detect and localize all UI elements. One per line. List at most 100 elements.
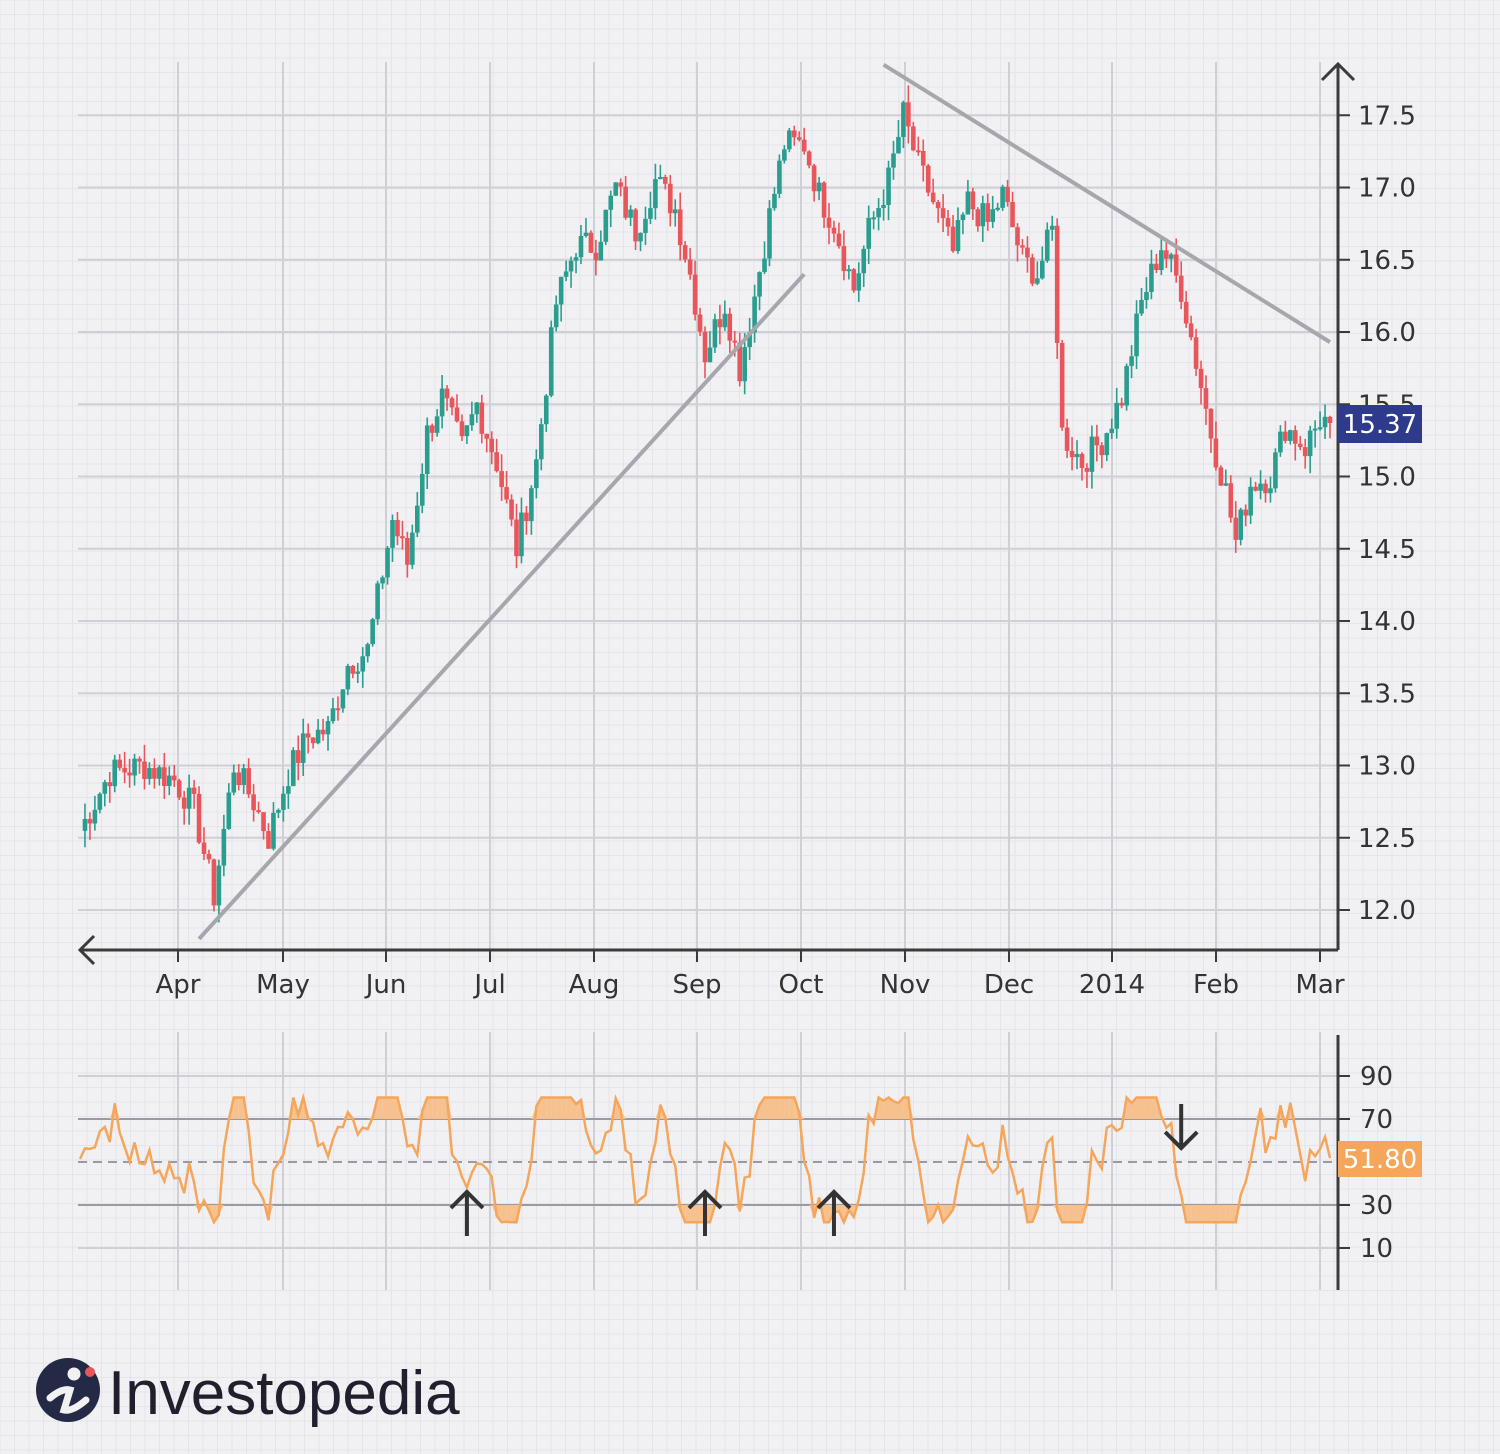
investopedia-i-logo-icon (36, 1358, 100, 1422)
oscillator-zone-fill (496, 1205, 502, 1223)
oscillator-zone-fill (556, 1097, 562, 1119)
oscillator-tick-label: 10 (1360, 1234, 1393, 1264)
candle-body (474, 402, 480, 415)
candle-body (623, 186, 628, 218)
last-price-badge: 15.37 (1338, 405, 1422, 443)
candle-body (251, 794, 256, 811)
candle-body (1015, 227, 1020, 246)
candle-body (281, 793, 286, 810)
month-tick-label: Mar (1295, 970, 1344, 1000)
candle-body (1129, 356, 1134, 366)
candle-body (166, 775, 172, 787)
price-tick-label: 15.0 (1358, 463, 1416, 493)
oscillator-zone-fill (1077, 1205, 1082, 1223)
candle-body (955, 220, 961, 252)
candle-body (960, 214, 966, 221)
candle-body (578, 235, 584, 258)
candle-body (1173, 254, 1179, 276)
candle-body (419, 474, 425, 506)
price-tick-label: 14.5 (1358, 535, 1416, 565)
month-tick-label: Nov (880, 970, 931, 1000)
candle-body (950, 226, 956, 252)
candle-body (563, 271, 569, 277)
oscillator-zone-fill (1062, 1205, 1068, 1223)
candle-body (593, 252, 599, 261)
candle-body (667, 183, 673, 214)
candle-body (246, 768, 251, 795)
candle-body (395, 519, 400, 537)
candle-body (915, 150, 921, 153)
candle-body (965, 191, 971, 215)
candle-body (1020, 245, 1025, 248)
time-axis-arrow-icon (77, 934, 96, 966)
candle-body (861, 248, 867, 274)
candle-body (1124, 365, 1129, 406)
candle-body (1069, 450, 1075, 458)
sell-signal-arrow-icon (1163, 1104, 1199, 1151)
candle-body (648, 208, 653, 219)
oscillator-zone-fill (1196, 1205, 1202, 1223)
oscillator-tick-label: 70 (1360, 1105, 1393, 1135)
oscillator-zone-fill (561, 1097, 567, 1119)
oscillator-zone-fill (238, 1097, 244, 1119)
candle-body (573, 257, 579, 261)
candle-body (777, 160, 782, 194)
candle-body (1000, 186, 1005, 208)
candle-body (132, 758, 137, 776)
candle-body (424, 425, 430, 475)
candle-body (504, 487, 509, 500)
candle-body (330, 708, 336, 722)
candle-body (672, 209, 678, 214)
candle-body (1297, 443, 1303, 448)
candle-body (489, 438, 495, 453)
candle-body (266, 831, 271, 849)
candle-body (1327, 416, 1333, 424)
oscillator-zone-fill (437, 1097, 443, 1119)
candle-body (509, 499, 514, 520)
candle-body (742, 347, 747, 382)
candle-body (920, 150, 926, 166)
candle-body (677, 209, 683, 246)
candle-body (633, 209, 638, 242)
oscillator-value-badge: 51.80 (1338, 1141, 1422, 1177)
month-tick-label: 2014 (1079, 970, 1145, 1000)
candle-body (315, 729, 321, 744)
candle-body (643, 218, 648, 233)
candle-body (806, 151, 812, 166)
candle-body (638, 232, 643, 242)
candle-body (1010, 202, 1015, 228)
candle-body (241, 768, 246, 786)
candle-body (1273, 452, 1278, 489)
candle-body (811, 165, 817, 192)
candle-body (385, 547, 390, 578)
candle-body (290, 750, 296, 787)
oscillator-zone-fill (1225, 1205, 1231, 1223)
candle-body (479, 402, 485, 434)
candle-body (1154, 263, 1159, 270)
candle-body (494, 452, 499, 472)
oscillator-zone-fill (888, 1097, 894, 1119)
oscillator-zone-fill (1205, 1205, 1211, 1223)
candle-body (87, 818, 93, 824)
candle-body (375, 583, 380, 620)
oscillator-zone-fill (1191, 1205, 1197, 1223)
candle-body (772, 193, 777, 209)
oscillator-zone-fill (511, 1205, 517, 1223)
candle-body (380, 577, 385, 584)
candle-body (598, 241, 604, 261)
candle-body (271, 812, 276, 849)
candle-body (608, 195, 614, 210)
candle-body (112, 759, 118, 787)
candle-body (157, 767, 162, 779)
candle-body (1134, 313, 1139, 357)
candle-body (603, 209, 609, 242)
month-gridlines (177, 62, 1321, 950)
price-tick-label: 17.0 (1358, 174, 1416, 204)
candle-body (558, 276, 564, 305)
candle-body (226, 792, 232, 829)
candle-body (469, 414, 475, 426)
candle-body (762, 258, 767, 273)
candle-body (945, 218, 951, 227)
oscillator-value-label: 51.80 (1343, 1145, 1417, 1175)
